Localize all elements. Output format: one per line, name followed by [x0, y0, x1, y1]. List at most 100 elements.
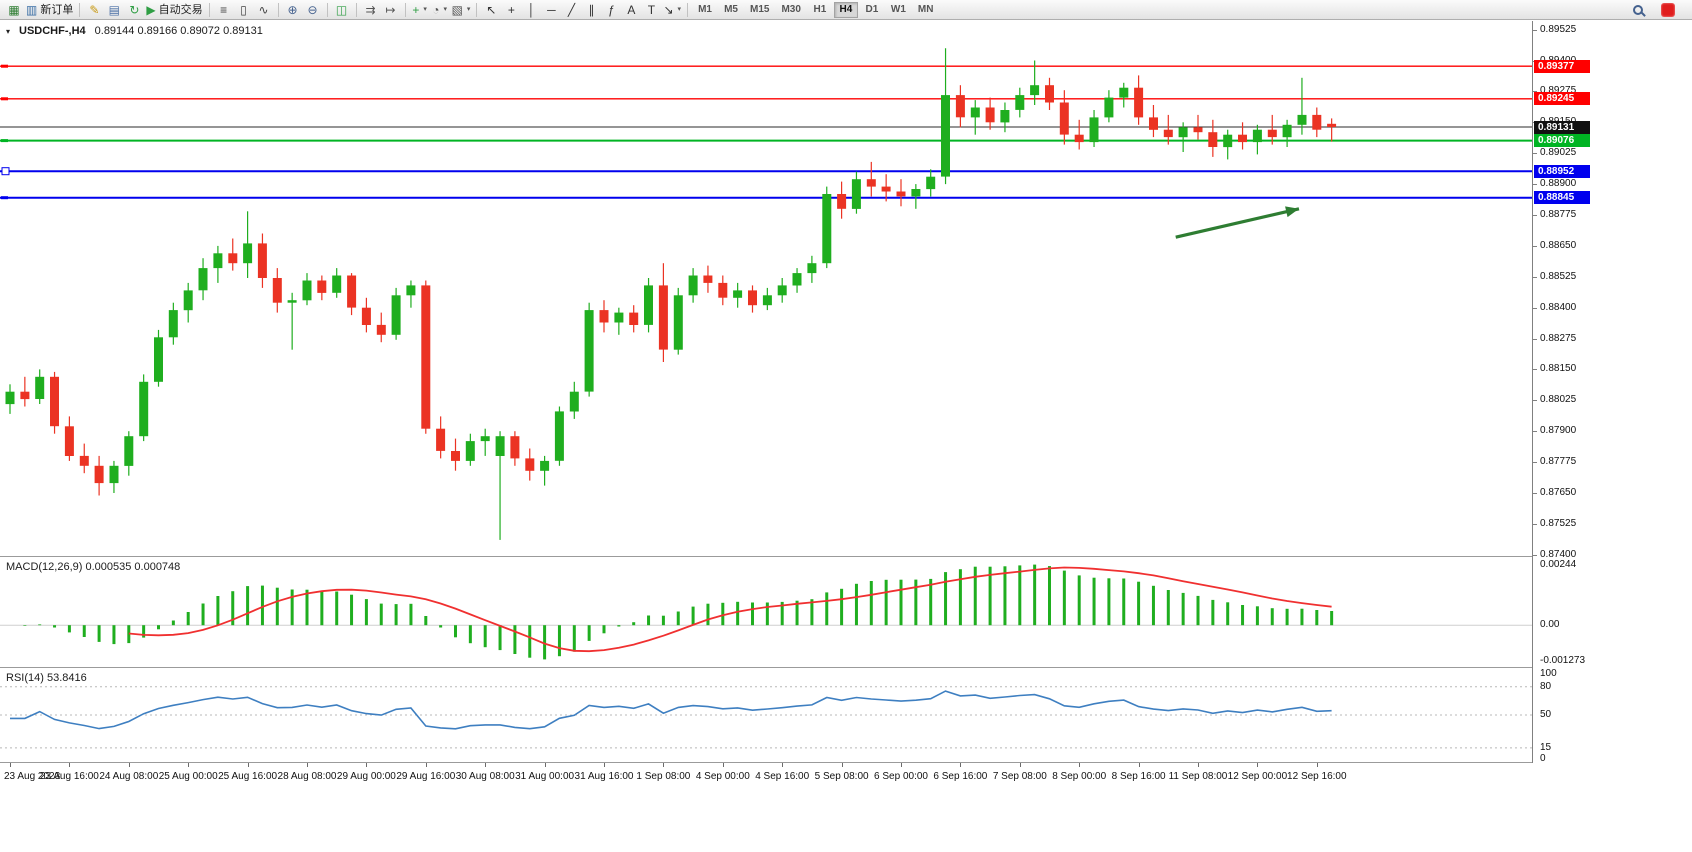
time-axis-tick: [366, 763, 368, 767]
zoom-out-icon[interactable]: ⊖: [303, 1, 323, 19]
time-axis-tick: [1079, 763, 1081, 767]
rsi-chart[interactable]: [0, 668, 1532, 762]
candlestick-chart-icon[interactable]: ▯: [234, 1, 254, 19]
toolbar-separator: [355, 2, 357, 17]
label-icon[interactable]: T: [641, 1, 661, 19]
rsi-axis-label: 100: [1540, 668, 1557, 679]
autotrading-button[interactable]: ▶ 自动交易: [144, 1, 204, 19]
timeframe-button-w1[interactable]: W1: [890, 4, 906, 15]
crosshair-icon[interactable]: +: [501, 1, 521, 19]
candle-body: [1327, 123, 1337, 127]
time-axis-tick: [960, 763, 962, 767]
candlestick-chart[interactable]: [0, 21, 1532, 556]
one-click-trading-toggle[interactable]: ▾: [6, 26, 11, 36]
candle-body: [1104, 97, 1114, 118]
chart-window-icon[interactable]: ▦: [4, 1, 24, 19]
new-order-button[interactable]: ▥ 新订单: [24, 1, 75, 19]
macd-chart[interactable]: [0, 557, 1532, 667]
vertical-line-icon: │: [527, 2, 536, 17]
candle-body: [673, 295, 683, 350]
time-axis-tick: [1019, 763, 1021, 767]
candle-body: [985, 107, 995, 123]
timeframe-button-mn[interactable]: MN: [917, 4, 934, 15]
timeframe-button-m5[interactable]: M5: [724, 4, 738, 15]
cursor-icon[interactable]: ↖: [481, 1, 501, 19]
candle-body: [658, 285, 668, 350]
refresh-icon[interactable]: ↻: [124, 1, 144, 19]
price-axis-tick: [1533, 153, 1537, 155]
timeframe-button-h4[interactable]: H4: [833, 1, 858, 18]
price-axis-label: 0.88400: [1540, 301, 1577, 313]
candle-body: [1030, 85, 1040, 96]
print-icon[interactable]: ▤: [104, 1, 124, 19]
vertical-line-icon[interactable]: │: [521, 1, 541, 19]
line-chart-icon[interactable]: ∿: [254, 1, 274, 19]
trendline-icon: ╱: [567, 2, 576, 17]
candle-body: [703, 275, 713, 283]
new-order-icon: ▥: [26, 2, 38, 17]
line-anchor[interactable]: [1, 167, 10, 176]
candle-body: [525, 458, 535, 471]
candle-body: [154, 337, 163, 382]
candle-body: [599, 310, 609, 323]
templates-icon: ▧: [451, 2, 463, 17]
candle-body: [1149, 117, 1158, 130]
auto-scroll-icon[interactable]: ⇉: [361, 1, 381, 19]
price-axis-label: 0.88650: [1540, 239, 1577, 251]
fibonacci-icon[interactable]: ƒ: [601, 1, 621, 19]
candle-body: [94, 465, 104, 484]
time-axis-tick: [247, 763, 249, 767]
candle-body: [1134, 87, 1144, 118]
timeframe-button-m1[interactable]: M1: [698, 4, 712, 15]
toolbar-separator: [79, 2, 81, 17]
zoom-in-icon[interactable]: ⊕: [283, 1, 303, 19]
alert-icon-button[interactable]: [1658, 1, 1678, 19]
line-anchor: [1, 64, 8, 68]
ohlc-values: 0.89144 0.89166 0.89072 0.89131: [94, 25, 263, 37]
timeframe-button-m30[interactable]: M30: [781, 4, 801, 15]
price-axis[interactable]: 0.895250.894000.892750.891500.890250.889…: [1532, 21, 1692, 764]
price-line-badge: 0.88845: [1534, 191, 1590, 205]
time-axis-tick: [10, 763, 11, 767]
time-axis-tick: [604, 763, 605, 767]
dropdown-arrow-icon: ▾: [466, 5, 471, 13]
timeframe-button-d1[interactable]: D1: [865, 4, 879, 15]
time-axis-divider: [0, 762, 1692, 763]
arrows-icon[interactable]: ↘ ▾: [661, 1, 683, 19]
text-icon[interactable]: A: [621, 1, 641, 19]
indicators-icon[interactable]: + ▾: [410, 1, 430, 19]
time-axis[interactable]: 23 Aug 2023 23 Aug 16:00 24 Aug 08:00 25 Au…: [0, 763, 1692, 797]
pane-divider-rsi[interactable]: [0, 667, 1692, 668]
candle-body: [243, 243, 253, 264]
candle-body: [1059, 102, 1069, 135]
candle-body: [510, 436, 520, 459]
zoom-in-icon: ⊕: [287, 2, 298, 17]
channel-icon[interactable]: ∥: [581, 1, 601, 19]
horizontal-line-icon[interactable]: ─: [541, 1, 561, 19]
time-axis-tick: [128, 763, 130, 767]
candle-body: [272, 278, 282, 303]
trendline-icon[interactable]: ╱: [561, 1, 581, 19]
pane-divider-macd[interactable]: [0, 556, 1692, 557]
trend-arrow[interactable]: [1175, 207, 1300, 239]
bar-chart-icon[interactable]: ≡: [214, 1, 234, 19]
candle-body: [1252, 129, 1262, 143]
timeframe-button-m15[interactable]: M15: [750, 4, 770, 15]
time-axis-label: 4 Sep 00:00: [695, 771, 750, 782]
chart-shift-icon[interactable]: ↦: [381, 1, 401, 19]
candle-body: [540, 460, 550, 471]
templates-icon[interactable]: ▧ ▾: [450, 1, 473, 19]
tile-windows-icon[interactable]: ◫: [332, 1, 352, 19]
candle-body: [807, 263, 817, 274]
periods-icon[interactable]: ◔ ▾: [430, 1, 450, 19]
candle-body: [1163, 129, 1173, 138]
timeframe-button-h1[interactable]: H1: [813, 4, 827, 15]
price-axis-tick: [1533, 369, 1537, 371]
candle-body: [436, 428, 446, 451]
search-icon-button[interactable]: [1628, 1, 1648, 19]
time-axis-label: 25 Aug 00:00: [158, 771, 218, 782]
price-axis-tick: [1533, 462, 1537, 464]
candle-body: [911, 189, 921, 197]
metaeditor-icon[interactable]: ✎: [84, 1, 104, 19]
price-axis-tick: [1533, 29, 1537, 31]
